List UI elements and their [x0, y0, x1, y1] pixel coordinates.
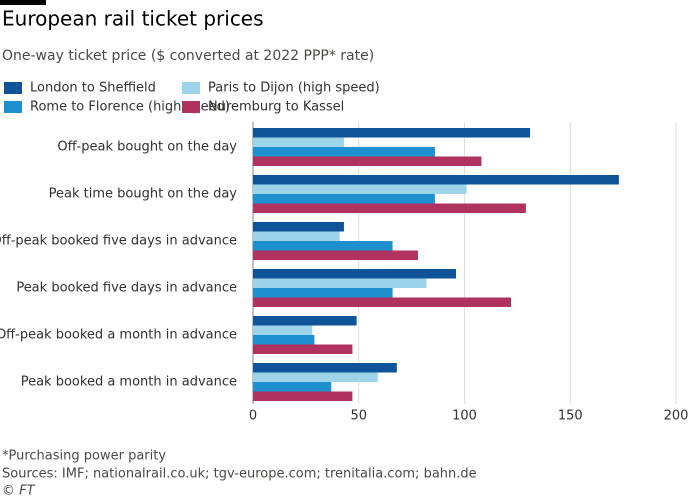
credit: © FT	[2, 484, 36, 499]
bar	[253, 335, 315, 345]
chart-title: European rail ticket prices	[2, 7, 264, 31]
bar	[253, 194, 435, 204]
legend-swatch	[4, 82, 22, 94]
x-tick-label: 50	[350, 409, 367, 424]
bar	[253, 363, 397, 373]
bar	[253, 250, 418, 260]
bar	[253, 175, 619, 185]
y-tick-label: Peak booked five days in advance	[16, 281, 237, 296]
bar	[253, 344, 353, 354]
legend-label: Rome to Florence (high speed)	[30, 100, 230, 115]
bar	[253, 325, 313, 335]
y-tick-label: Peak booked a month in advance	[21, 375, 237, 390]
x-tick-label: 100	[452, 409, 477, 424]
y-tick-label: Off-peak bought on the day	[57, 140, 237, 155]
bar	[253, 297, 512, 307]
bar	[253, 316, 357, 326]
x-tick-label: 200	[664, 409, 689, 424]
bar	[253, 184, 467, 194]
y-tick-label: Peak time bought on the day	[49, 187, 238, 202]
x-tick-label: 150	[558, 409, 583, 424]
x-tick-label: 0	[249, 409, 257, 424]
bar	[253, 147, 435, 157]
bar	[253, 137, 344, 147]
bar	[253, 128, 531, 138]
legend-label: Paris to Dijon (high speed)	[208, 81, 380, 96]
legend-swatch	[182, 82, 200, 94]
bar	[253, 391, 353, 401]
bar	[253, 231, 340, 241]
chart-subtitle: One-way ticket price ($ converted at 202…	[2, 48, 374, 64]
bar	[253, 222, 344, 232]
footnote: *Purchasing power parity	[2, 449, 166, 464]
legend-swatch	[182, 101, 200, 113]
bar	[253, 269, 457, 279]
bar	[253, 288, 393, 298]
y-tick-label: Off-peak booked five days in advance	[0, 234, 237, 249]
bar	[253, 241, 393, 251]
bar	[253, 156, 482, 166]
legend-label: Nuremburg to Kassel	[208, 100, 344, 115]
bar	[253, 372, 378, 382]
source: Sources: IMF; nationalrail.co.uk; tgv-eu…	[2, 467, 477, 482]
bar	[253, 203, 526, 213]
bar	[253, 382, 332, 392]
brand-bar	[0, 0, 46, 5]
legend-label: London to Sheffield	[30, 81, 156, 96]
legend-swatch	[4, 101, 22, 113]
y-tick-label: Off-peak booked a month in advance	[0, 328, 237, 343]
bar	[253, 278, 427, 288]
